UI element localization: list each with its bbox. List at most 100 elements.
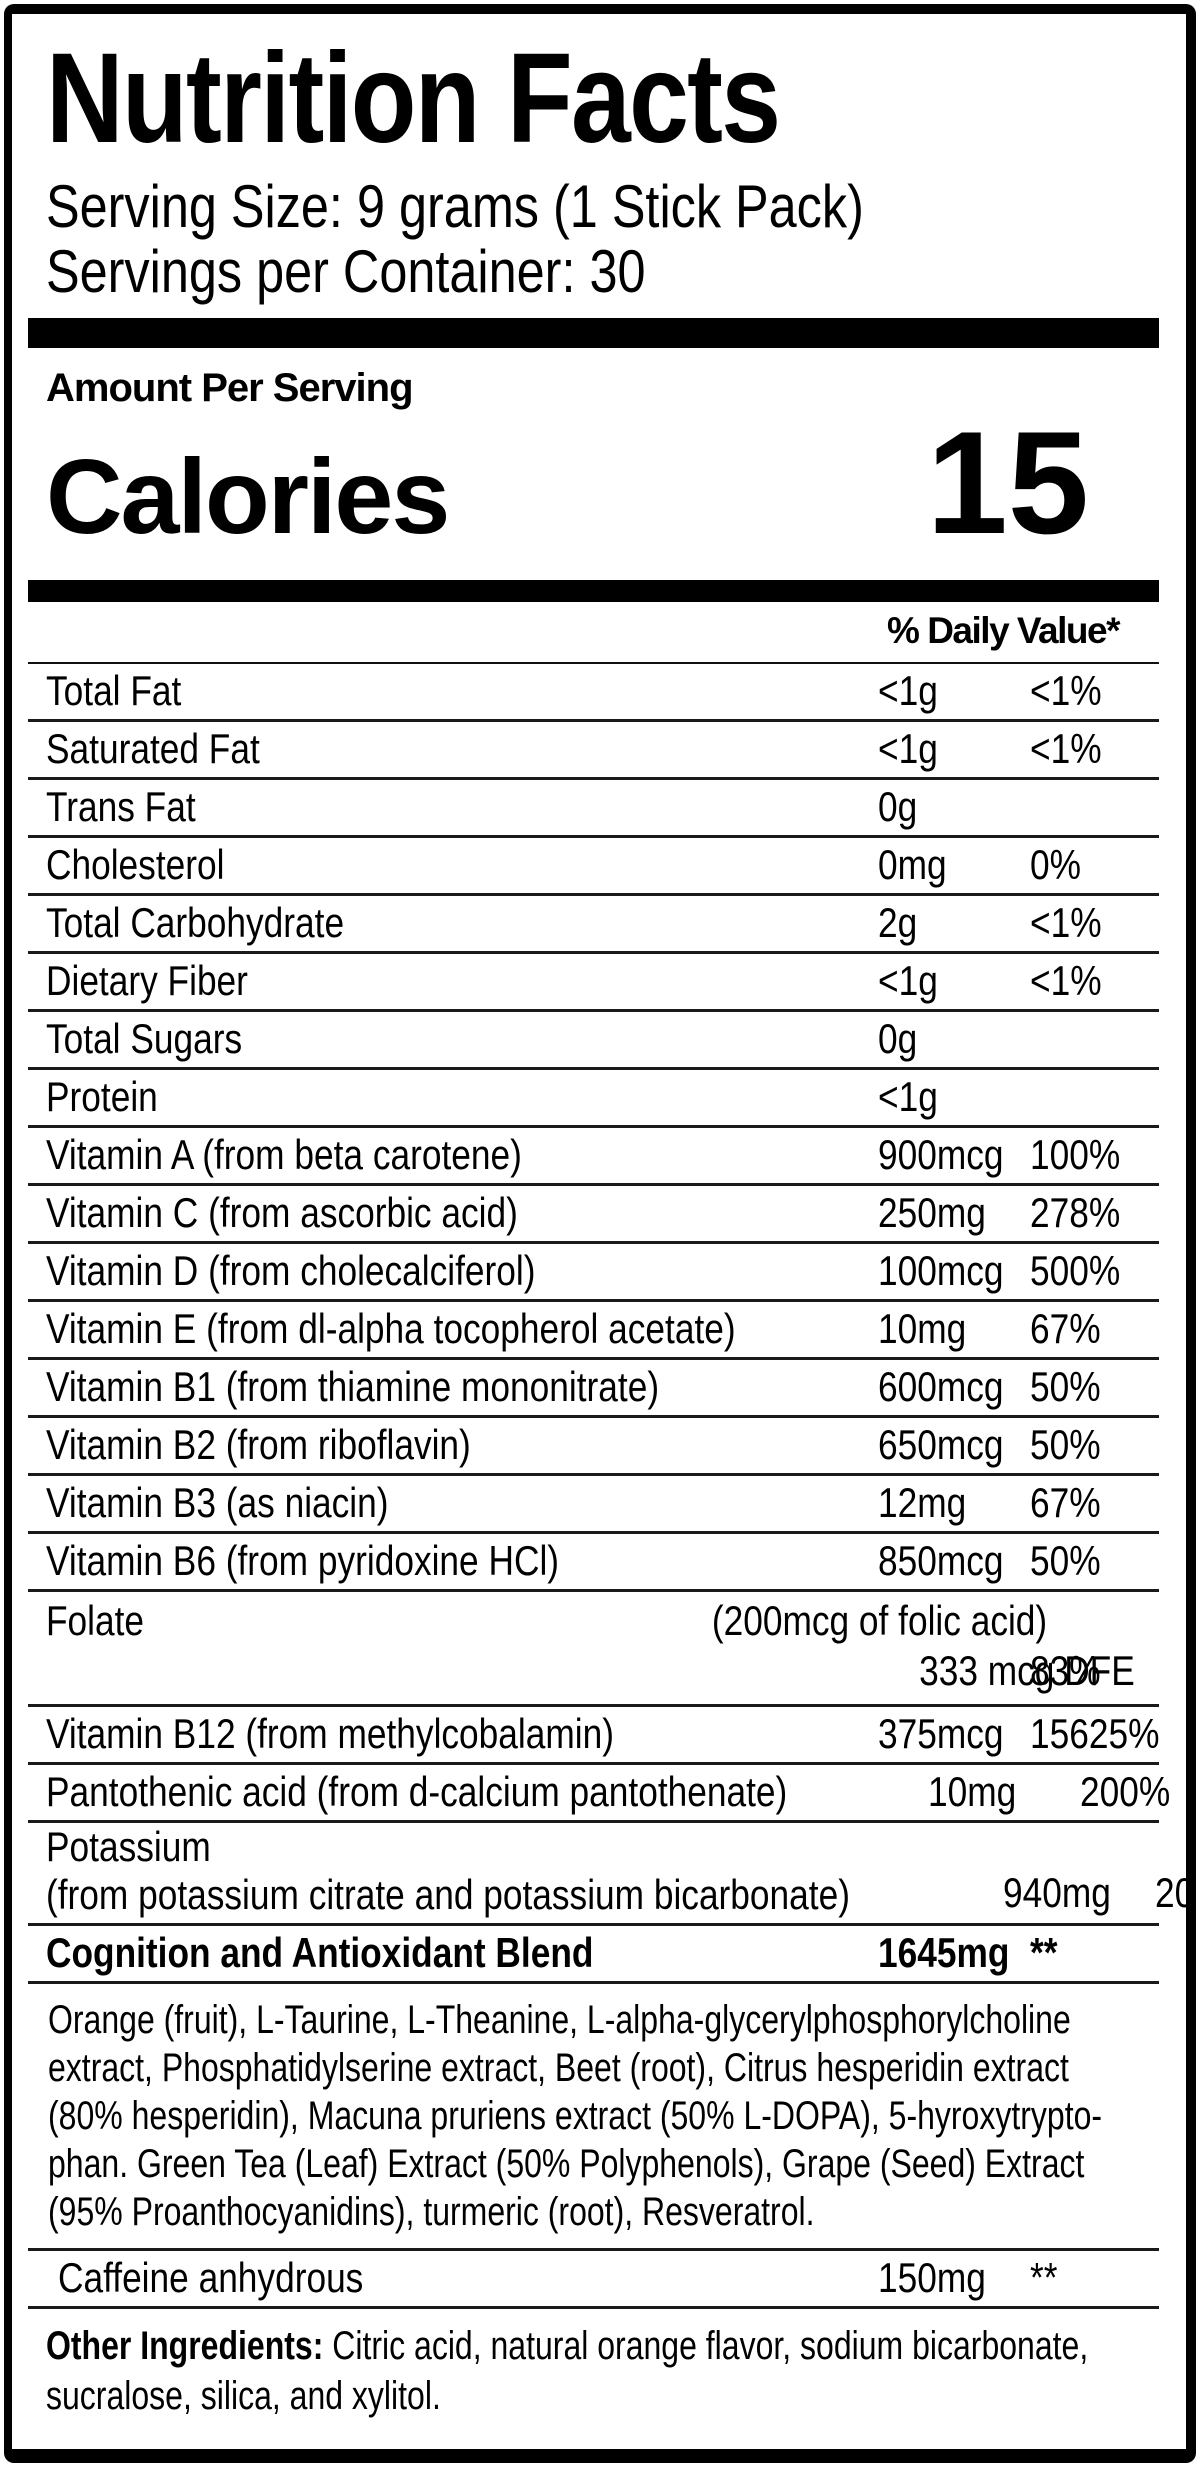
calories-row: Calories 15 [28,400,1159,568]
blend-amount: 1645mg [878,1929,1010,1976]
nutrient-amount: 375mcg [878,1710,1004,1757]
nutrient-name: Vitamin B12 (from methylcobalamin) [46,1710,614,1757]
nutrient-name: Vitamin B3 (as niacin) [46,1479,389,1526]
nutrient-dv: 0% [1030,841,1081,888]
nutrient-amount: 333 mcg DFE [919,1646,1135,1694]
nutrient-row-protein: Protein <1g [28,1070,1159,1128]
nutrition-facts-label: Nutrition Facts Serving Size: 9 grams (1… [4,4,1196,2463]
nutrient-dv: ** [1030,2254,1058,2301]
nutrient-dv: 100% [1030,1131,1121,1178]
nutrient-amount: 900mcg [878,1131,1004,1178]
nutrient-row-trans-fat: Trans Fat 0g [28,780,1159,838]
nutrient-dv [1030,1015,1159,1063]
nutrient-row-vitamin-b6: Vitamin B6 (from pyridoxine HCl) 850mcg … [28,1534,1159,1592]
nutrient-row-folate: Folate (200mcg of folic acid) 333 mcg DF… [28,1592,1159,1707]
nutrient-amount: 10mg [878,1305,967,1352]
nutrient-dv [1030,783,1159,831]
nutrient-name: Protein [46,1073,158,1120]
nutrient-name: Vitamin A (from beta carotene) [46,1131,522,1178]
nutrient-dv: 50% [1030,1537,1101,1584]
nutrient-amount: 0g [878,783,918,830]
blend-ingredients-line: Orange (fruit), L-Taurine, L-Theanine, L… [48,1997,1071,2042]
nutrient-name: Dietary Fiber [46,957,248,1004]
blend-row: Cognition and Antioxidant Blend 1645mg *… [28,1926,1159,1984]
nutrient-amount: 250mg [878,1189,986,1236]
nutrient-amount: <1g [878,957,938,1004]
separator-bar-top [28,317,1159,348]
nutrient-dv: 67% [1030,1479,1101,1526]
nutrient-name: Total Carbohydrate [46,899,345,946]
nutrient-dv: <1% [1030,899,1102,946]
calories-value: 15 [926,400,1089,564]
nutrient-row-pantothenic-acid: Pantothenic acid (from d-calcium pantoth… [28,1765,1171,1823]
nutrient-name: Vitamin B2 (from riboflavin) [46,1421,471,1468]
nutrient-dv: 50% [1030,1421,1101,1468]
nutrient-row-total-fat: Total Fat <1g <1% [28,664,1159,722]
folate-line-1: Folate (200mcg of folic acid) [28,1596,1159,1646]
servings-per-container-line: Servings per Container: 30 [46,237,646,305]
nutrient-dv: 67% [1030,1305,1101,1352]
nutrient-amount: 100mcg [878,1247,1004,1294]
nutrient-dv: 500% [1030,1247,1121,1294]
nutrient-row-vitamin-b1: Vitamin B1 (from thiamine mononitrate) 6… [28,1360,1159,1418]
nutrient-row-vitamin-b3: Vitamin B3 (as niacin) 12mg 67% [28,1476,1159,1534]
nutrient-row-caffeine: Caffeine anhydrous 150mg ** [28,2251,1159,2309]
header-rule [28,661,1159,664]
nutrient-row-cholesterol: Cholesterol 0mg 0% [28,838,1159,896]
nutrient-amount: 150mg [878,2254,986,2301]
nutrient-amount: <1g [878,725,938,772]
nutrient-row-vitamin-b12: Vitamin B12 (from methylcobalamin) 375mc… [28,1707,1159,1765]
nutrient-dv: <1% [1030,957,1102,1004]
nutrient-name: Vitamin B1 (from thiamine mononitrate) [46,1363,660,1410]
nutrient-dv: 50% [1030,1363,1101,1410]
nutrient-amount: 2g [878,899,918,946]
nutrient-row-saturated-fat: Saturated Fat <1g <1% [28,722,1159,780]
nutrient-dv: 200% [1080,1768,1171,1815]
blend-ingredients-line: (95% Proanthocyanidins), turmeric (root)… [48,2189,815,2234]
nutrient-dv: 83% [1030,1646,1101,1694]
nutrient-name: Pantothenic acid (from d-calcium pantoth… [46,1768,788,1815]
nutrient-row-vitamin-a: Vitamin A (from beta carotene) 900mcg 10… [28,1128,1159,1186]
nutrient-amount: 10mg [928,1768,1017,1815]
separator-bar-calories [28,579,1159,602]
other-ingredients-text-block: Other Ingredients: Citric acid, natural … [46,2321,1186,2421]
potassium-source-line: (from potassium citrate and potassium bi… [46,1870,850,1918]
nutrient-amount: 12mg [878,1479,967,1526]
blend-dv: ** [1030,1929,1058,1976]
nutrient-dv: <1% [1030,725,1102,772]
calories-label: Calories [46,437,450,556]
nutrient-row-dietary-fiber: Dietary Fiber <1g <1% [28,954,1159,1012]
nutrient-amount: 850mcg [878,1537,1004,1584]
amount-per-serving-label: Amount Per Serving [46,365,414,410]
nutrient-amount: 0g [878,1015,918,1062]
daily-value-header: % Daily Value* [887,609,1120,651]
nutrient-name: Vitamin B6 (from pyridoxine HCl) [46,1537,560,1584]
other-ingredients-paragraph: Other Ingredients: Citric acid, natural … [28,2309,1159,2429]
nutrient-row-total-sugars: Total Sugars 0g [28,1012,1159,1070]
nutrient-dv: 15625% [1030,1710,1160,1757]
nutrient-amount: <1g [878,667,938,714]
blend-ingredients-line: (80% hesperidin), Macuna pruriens extrac… [48,2093,1103,2138]
blend-ingredients-paragraph: Orange (fruit), L-Taurine, L-Theanine, L… [28,1984,1159,2251]
potassium-name-line: Potassium [46,1822,211,1870]
nutrient-row-potassium: Potassium (from potassium citrate and po… [28,1823,1186,1926]
nutrient-amount: 600mcg [878,1363,1004,1410]
label-title: Nutrition Facts [28,35,1159,163]
nutrient-row-vitamin-d: Vitamin D (from cholecalciferol) 100mcg … [28,1244,1159,1302]
nutrient-dv: 20% [1155,1868,1195,1916]
nutrient-amount: 940mg [1003,1868,1111,1916]
folate-note: (200mcg of folic acid) [711,1596,1047,1644]
nutrient-name: Total Fat [46,667,182,714]
nutrient-name: Caffeine anhydrous [58,2254,364,2301]
nutrient-name: Folate [46,1596,145,1644]
nutrient-dv: 278% [1030,1189,1121,1236]
nutrient-amount: 0mg [878,841,947,888]
nutrient-dv: <1% [1030,667,1102,714]
blend-ingredients-line: phan. Green Tea (Leaf) Extract (50% Poly… [48,2141,1085,2186]
nutrient-name: Potassium (from potassium citrate and po… [28,1823,1003,1923]
nutrient-row-vitamin-e: Vitamin E (from dl-alpha tocopherol acet… [28,1302,1159,1360]
nutrient-row-vitamin-c: Vitamin C (from ascorbic acid) 250mg 278… [28,1186,1159,1244]
nutrient-row-total-carbohydrate: Total Carbohydrate 2g <1% [28,896,1159,954]
nutrient-dv [1030,1073,1159,1121]
nutrient-name: Cholesterol [46,841,225,888]
